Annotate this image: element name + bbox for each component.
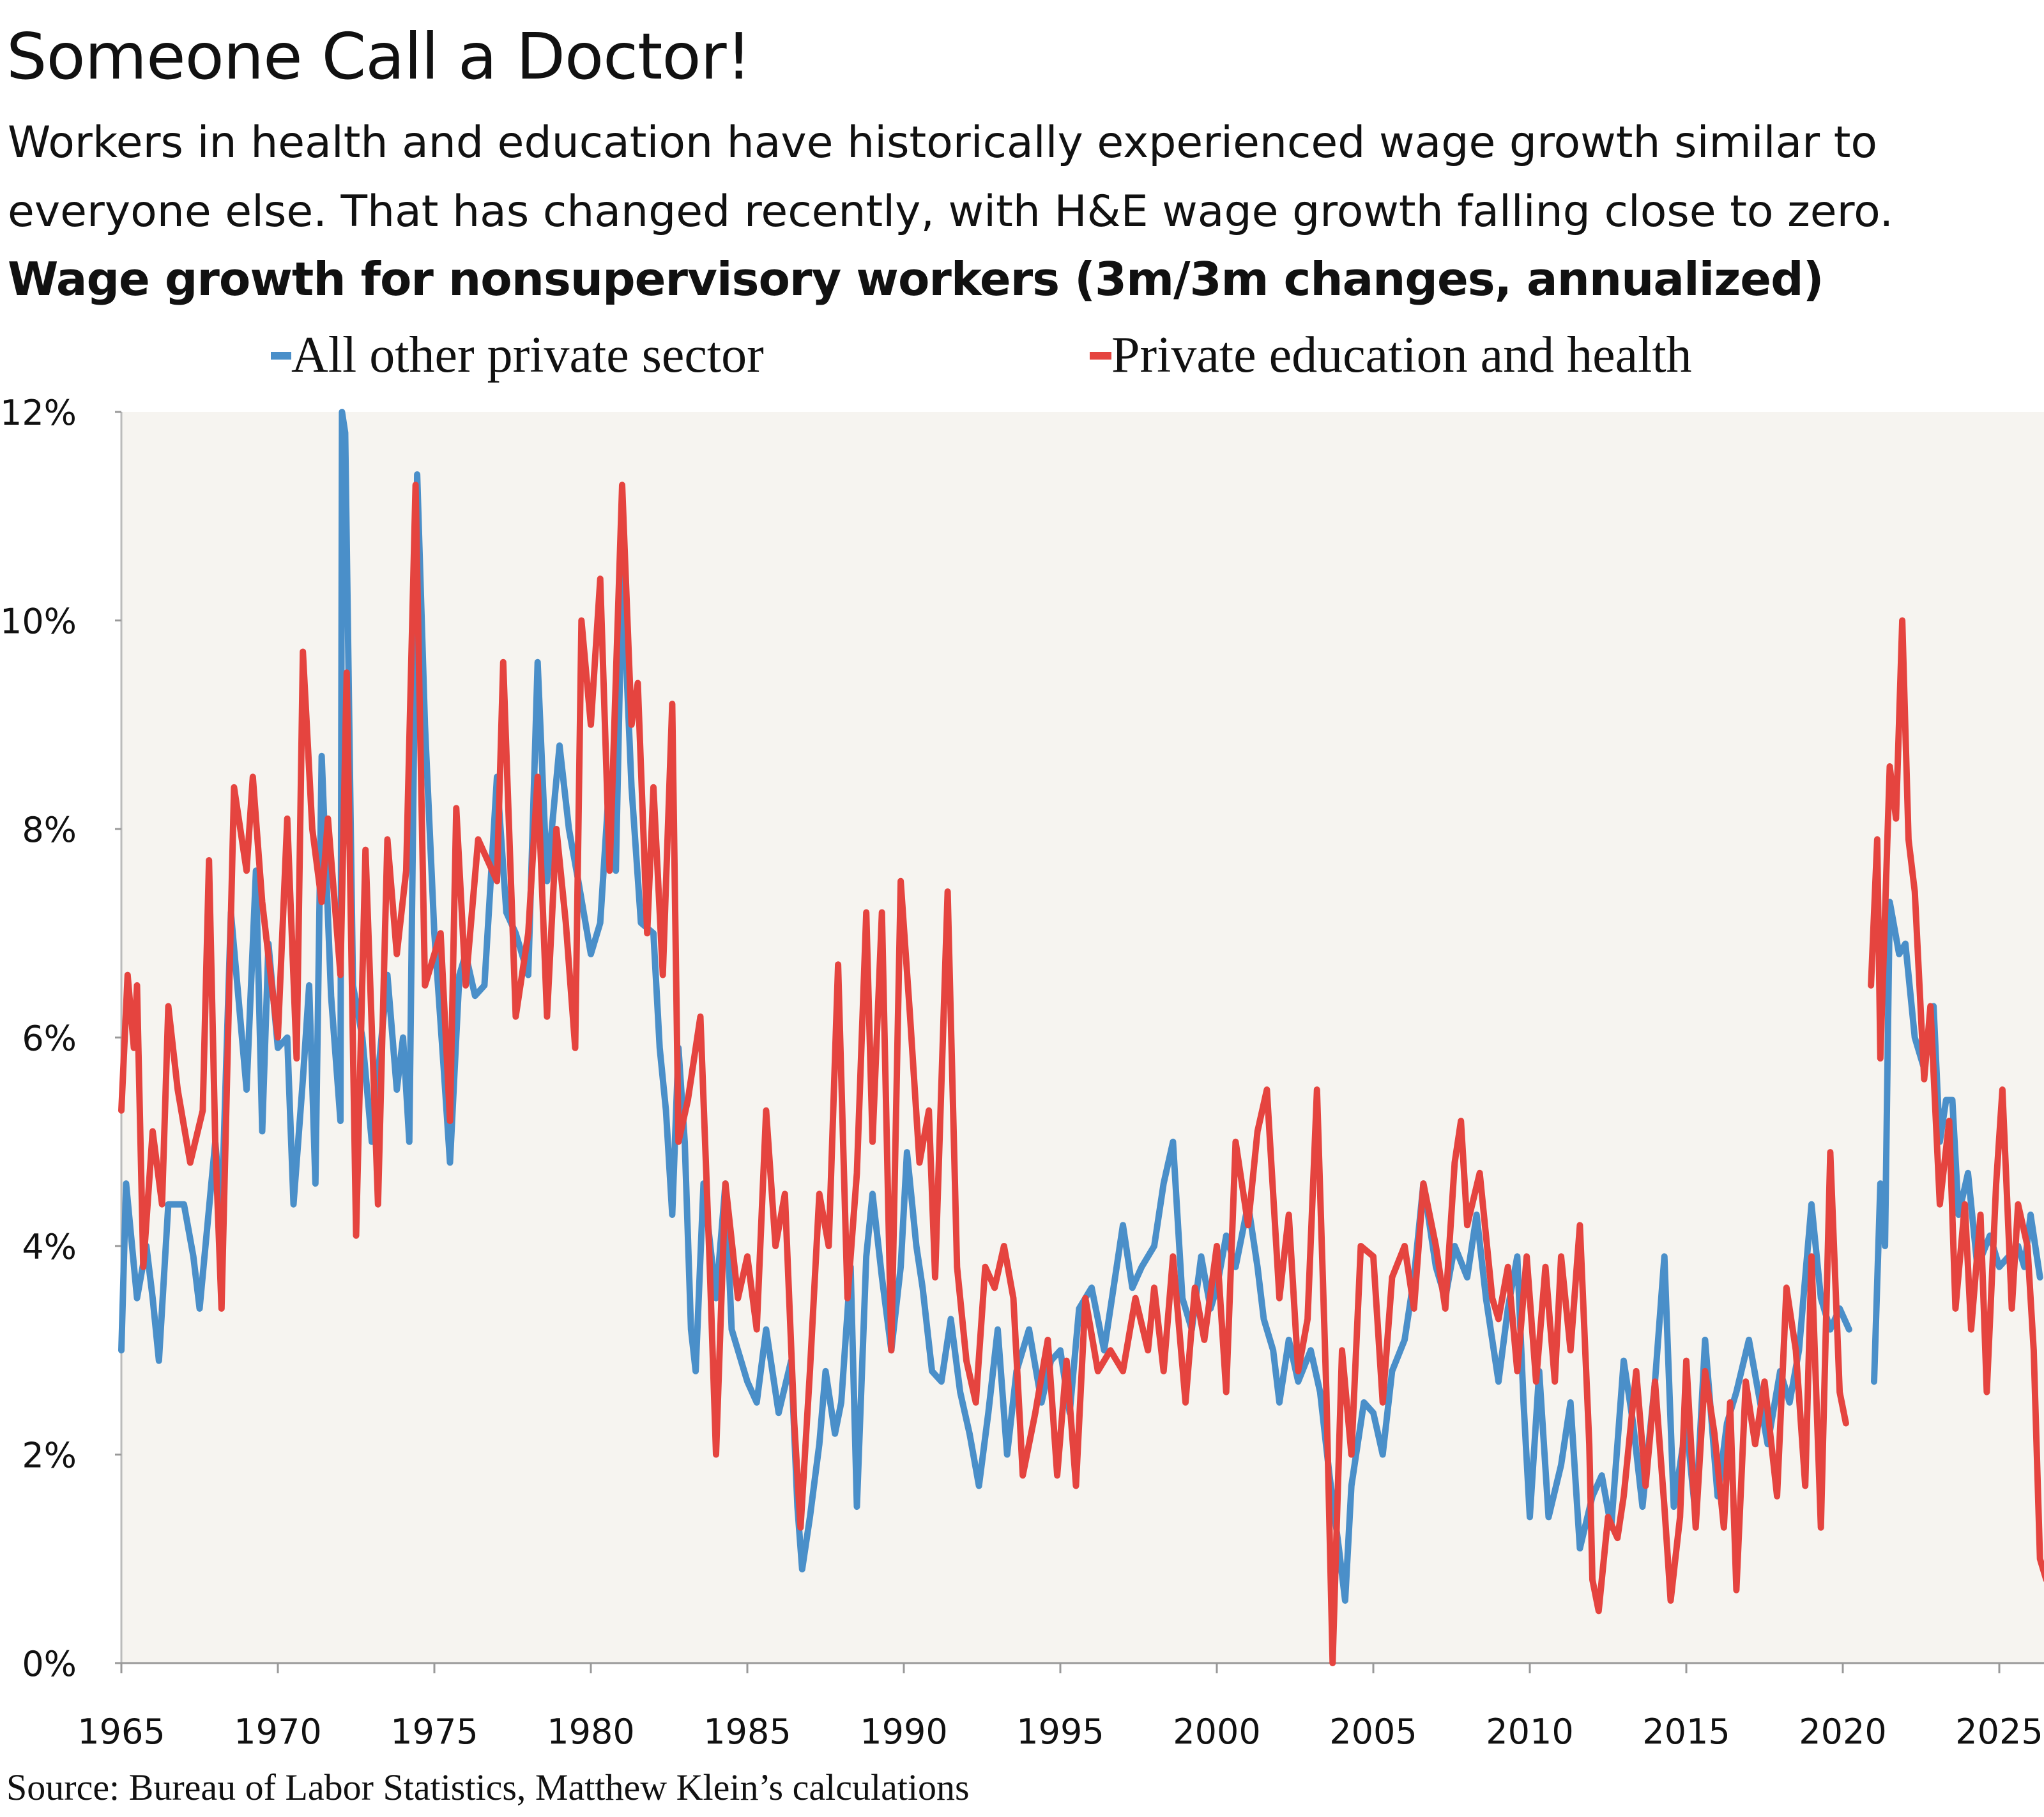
y-tick-label: 8% [22,810,77,850]
x-tick-label: 2000 [1173,1712,1260,1752]
x-tick-label: 2015 [1642,1712,1730,1752]
y-tick-label: 6% [22,1019,77,1059]
y-tick-label: 2% [22,1436,77,1476]
x-tick-label: 1995 [1016,1712,1104,1752]
x-tick-label: 1970 [234,1712,321,1752]
y-tick-label: 4% [22,1227,77,1267]
series-line-education-health [118,482,2044,1666]
x-tick-label: 1985 [703,1712,791,1752]
chart-title: Wage growth for nonsupervisory workers (… [8,252,1824,306]
x-tick-label: 2020 [1799,1712,1886,1752]
page-title: Someone Call a Doctor! [6,19,752,94]
x-tick-label: 2010 [1486,1712,1573,1752]
legend-label-all-other: All other private sector [291,327,764,383]
x-tick-label: 1965 [77,1712,165,1752]
legend-label-education-health: Private education and health [1111,327,1692,383]
y-tick-label: 10% [0,602,77,642]
x-tick-label: 2005 [1329,1712,1417,1752]
x-tick-label: 2025 [1955,1712,2043,1752]
x-tick-label: 1975 [390,1712,478,1752]
y-tick-label: 0% [22,1644,77,1684]
x-tick-label: 1990 [860,1712,947,1752]
subtitle: Workers in health and education have his… [8,118,1894,237]
source-note: Source: Bureau of Labor Statistics, Matt… [6,1767,970,1808]
y-tick-label: 12% [0,393,77,433]
x-tick-label: 1980 [547,1712,634,1752]
legend: All other private sector Private educati… [271,327,1692,383]
